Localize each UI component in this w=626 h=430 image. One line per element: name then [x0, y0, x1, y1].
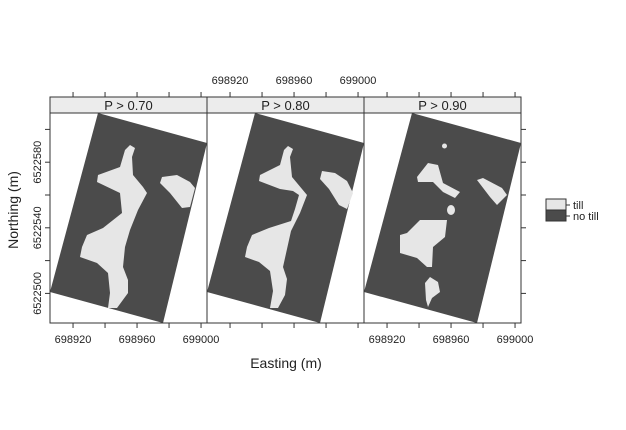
y-tick-label: 6522500 [32, 272, 44, 315]
till-region [447, 205, 455, 215]
y-axis-label: Northing (m) [5, 171, 21, 249]
x-tick-label: 699000 [497, 334, 534, 346]
panel-title: P > 0.70 [104, 98, 153, 113]
y-tick-label: 6522540 [32, 206, 44, 249]
no-till-region [364, 113, 521, 323]
legend-swatch-till [545, 198, 567, 211]
legend-label-no-till: no till [573, 211, 599, 223]
x-tick-label: 698960 [433, 334, 470, 346]
till-region [417, 163, 460, 198]
till-region [80, 145, 147, 308]
y-tick-label: 6522580 [32, 141, 44, 184]
till-region [425, 277, 440, 307]
x-tick-label: 698960 [119, 334, 156, 346]
x-tick-label: 698920 [212, 75, 249, 87]
till-region [160, 175, 195, 208]
legend-label-till: till [573, 200, 583, 212]
x-tick-label: 698960 [276, 75, 313, 87]
panel-frame [363, 112, 522, 324]
till-region [442, 143, 447, 149]
till-region [400, 220, 447, 267]
x-tick-label: 698920 [369, 334, 406, 346]
till-region [245, 146, 307, 308]
x-axis-label: Easting (m) [250, 355, 322, 371]
panel-title: P > 0.80 [261, 98, 310, 113]
till-region [320, 171, 353, 209]
legend: till no till [545, 198, 599, 223]
x-tick-label: 699000 [340, 75, 377, 87]
panel-2: P > 0.80 [206, 96, 365, 324]
panel-1: P > 0.70 [49, 96, 208, 324]
legend-swatch-no-till [545, 209, 567, 222]
x-tick-label: 699000 [183, 334, 220, 346]
x-tick-label: 698920 [55, 334, 92, 346]
till-region [477, 178, 507, 205]
no-till-region [207, 113, 364, 323]
panel-title: P > 0.90 [418, 98, 467, 113]
panel-3: P > 0.90 [363, 96, 522, 324]
